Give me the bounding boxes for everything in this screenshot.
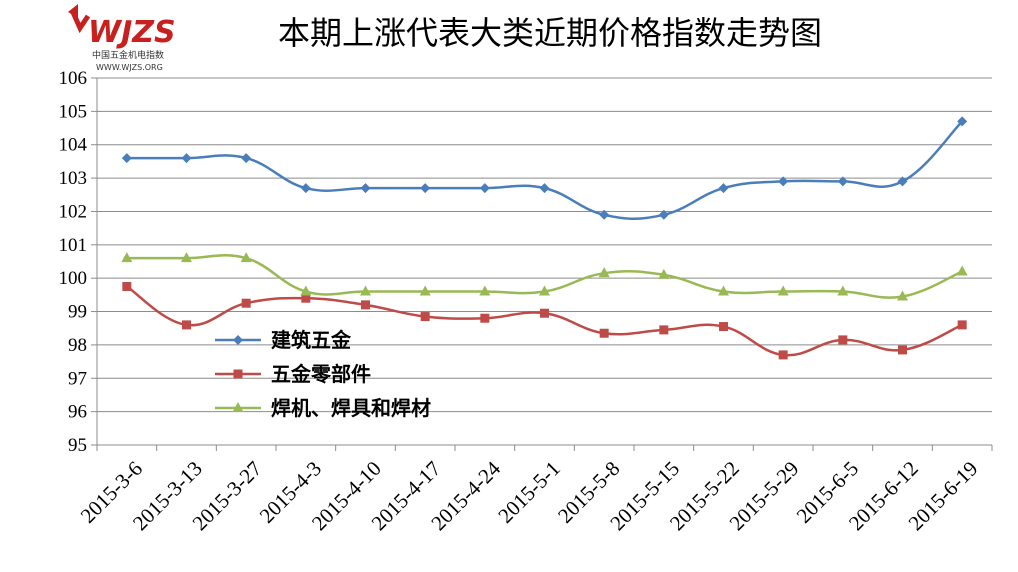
y-tick-label: 100: [59, 268, 88, 289]
logo-url: WWW.WJZS.ORG: [96, 63, 163, 72]
logo: WJZS 中国五金机电指数 WWW.WJZS.ORG: [66, 2, 196, 74]
data-point: [360, 285, 371, 296]
legend-item: 建筑五金: [215, 328, 352, 352]
data-point: [837, 176, 848, 187]
series-3: [121, 252, 968, 301]
logo-brand: WJZS: [88, 15, 176, 50]
x-tick-labels: 2015-3-62015-3-132015-3-272015-4-32015-4…: [76, 456, 983, 535]
data-point: [837, 285, 849, 296]
data-point: [539, 285, 550, 296]
x-tick-label: 2015-5-1: [493, 456, 564, 527]
gridlines: [97, 77, 992, 446]
logo-arrowhead-icon: [68, 4, 78, 18]
data-point: [361, 300, 370, 310]
data-point: [719, 322, 728, 332]
legend-label: 五金零部件: [271, 362, 371, 386]
y-tick-label: 104: [59, 135, 88, 156]
y-tick-labels: 95 96 97 98 99 100 101 102 103 104 105 106: [59, 68, 88, 456]
data-point: [718, 183, 729, 194]
legend-label: 焊机、焊具和焊材: [271, 396, 431, 420]
y-tick-label: 103: [59, 168, 88, 189]
legend-label: 建筑五金: [271, 328, 352, 352]
data-point: [240, 252, 252, 263]
axes: [91, 77, 993, 451]
y-tick-label: 102: [59, 201, 88, 222]
data-point: [599, 328, 609, 338]
series: [121, 116, 968, 360]
legend-marker: [233, 335, 243, 345]
data-point: [182, 320, 191, 330]
data-point: [479, 183, 490, 194]
data-point: [598, 267, 610, 278]
y-tick-label: 95: [68, 435, 87, 456]
y-tick-label: 106: [59, 68, 88, 89]
data-point: [897, 176, 908, 187]
data-point: [778, 176, 789, 187]
data-point: [360, 183, 371, 194]
y-tick-label: 96: [68, 402, 87, 423]
logo-arrow-icon: [69, 8, 91, 34]
data-point: [540, 308, 549, 318]
data-point: [897, 290, 908, 301]
legend-item: 五金零部件: [215, 362, 371, 386]
series-1: [121, 116, 968, 221]
data-point: [658, 209, 669, 220]
data-point: [838, 335, 848, 345]
legend-item: 焊机、焊具和焊材: [215, 396, 431, 420]
data-point: [898, 345, 907, 355]
data-point: [419, 285, 431, 296]
data-point: [241, 298, 251, 308]
data-point: [956, 265, 968, 276]
data-point: [300, 285, 312, 296]
data-point: [539, 183, 550, 194]
data-point: [957, 116, 968, 127]
data-point: [300, 183, 311, 194]
data-point: [241, 153, 252, 164]
legend-marker: [232, 402, 244, 412]
data-point: [777, 285, 789, 296]
data-point: [659, 325, 669, 335]
data-point: [778, 350, 788, 360]
data-point: [301, 293, 311, 303]
y-tick-label: 97: [68, 368, 87, 389]
data-point: [718, 285, 729, 296]
data-point: [479, 285, 491, 296]
data-point: [420, 183, 431, 194]
data-point: [122, 282, 132, 292]
chart-title: 本期上涨代表大类近期价格指数走势图: [277, 14, 822, 52]
data-point: [658, 268, 670, 279]
y-tick-label: 101: [59, 235, 88, 256]
data-point: [181, 252, 192, 263]
y-tick-label: 105: [59, 101, 88, 122]
series-line: [126, 120, 964, 221]
data-point: [480, 313, 490, 323]
data-point: [181, 153, 192, 164]
y-tick-label: 98: [68, 335, 87, 356]
data-point: [599, 209, 610, 220]
data-point: [420, 312, 430, 322]
legend-marker: [233, 369, 243, 379]
logo-subtitle: 中国五金机电指数: [92, 49, 164, 61]
series-2: [122, 282, 967, 360]
data-point: [121, 153, 132, 164]
data-point: [121, 252, 133, 263]
data-point: [957, 320, 967, 330]
y-tick-label: 99: [68, 302, 87, 323]
